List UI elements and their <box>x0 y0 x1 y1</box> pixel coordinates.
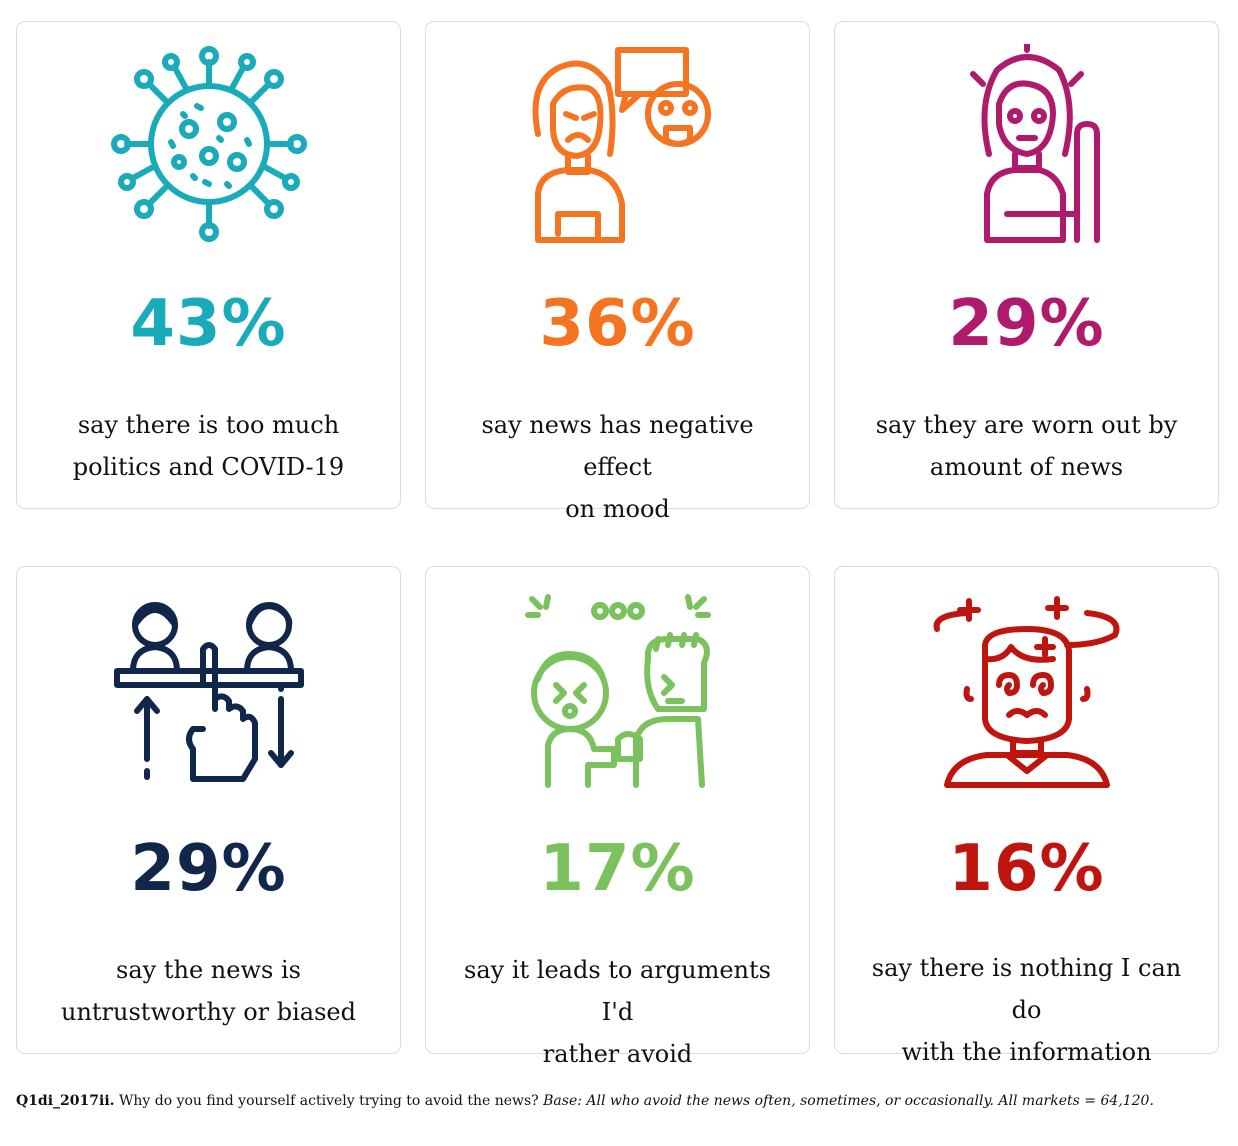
stat-value: 16% <box>948 832 1105 906</box>
stat-card-untrustworthy: 29% say the news is untrustworthy or bias… <box>16 566 401 1054</box>
stat-value: 17% <box>539 832 696 906</box>
virus-icon <box>109 44 309 244</box>
stat-card-nothing-to-do: 16% say there is nothing I can do with th… <box>834 566 1219 1066</box>
base-note: Base: All who avoid the news often, some… <box>543 1093 1154 1109</box>
tired-woman-icon <box>927 44 1127 244</box>
stat-card-negative-mood: 36% say news has negative effect on mood <box>425 21 810 523</box>
stat-label: say they are worn out by amount of news <box>875 411 1178 481</box>
arguing-people-icon <box>518 589 718 789</box>
sad-woman-speech-icon <box>518 44 718 244</box>
stat-value: 29% <box>948 287 1105 361</box>
stat-value: 36% <box>539 287 696 361</box>
stat-label: say there is too much politics and COVID-… <box>72 411 345 481</box>
dizzy-man-icon <box>927 589 1127 789</box>
stat-card-politics-covid: 43% say there is too much politics and CO… <box>16 21 401 509</box>
stat-label: say news has negative effect on mood <box>481 411 754 523</box>
footnote: Q1di_2017ii. Why do you find yourself ac… <box>16 1090 1226 1112</box>
stat-card-arguments: 17% say it leads to arguments I'd rather … <box>425 566 810 1068</box>
balance-hand-icon <box>109 589 309 789</box>
stat-value: 29% <box>130 832 287 906</box>
stat-label: say there is nothing I can do with the in… <box>871 954 1182 1066</box>
stat-card-worn-out: 29% say they are worn out by amount of ne… <box>834 21 1219 509</box>
question-id: Q1di_2017ii. <box>16 1093 115 1109</box>
stat-label: say the news is untrustworthy or biased <box>61 956 356 1026</box>
stat-label: say it leads to arguments I'd rather avoi… <box>464 956 771 1068</box>
question-text: Why do you find yourself actively trying… <box>114 1093 544 1109</box>
stat-value: 43% <box>130 287 287 361</box>
